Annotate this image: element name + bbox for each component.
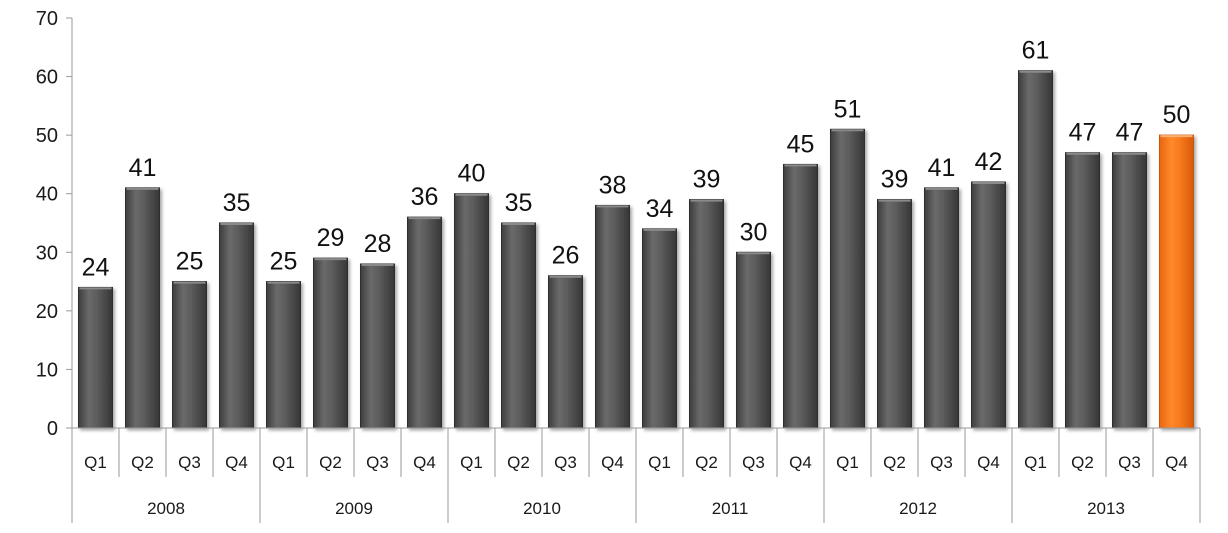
bar [407,216,442,429]
bar [877,199,912,429]
bar [971,181,1006,429]
bar [830,128,865,429]
x-tick-label-year: 2009 [335,499,373,518]
bar [783,163,818,429]
x-tick-label-quarter: Q4 [413,453,436,472]
bar [313,257,348,429]
y-tick-label: 0 [47,418,58,440]
x-tick-label-quarter: Q1 [836,453,859,472]
bar [78,286,113,429]
data-label: 34 [646,195,674,223]
data-label: 25 [270,248,298,276]
x-tick-label-quarter: Q4 [1165,453,1188,472]
y-tick-label: 20 [36,301,58,323]
data-label: 30 [740,218,768,246]
x-axis: Q1 Q2 Q3 Q4 Q1 Q2 Q3 Q4 Q1 Q2 Q3 Q4 Q1 Q2 Q3 Q4 Q1 Q2 Q3 Q4… [71,427,1201,523]
x-tick-label-quarter: Q1 [648,453,671,472]
x-tick-label-quarter: Q3 [366,453,389,472]
x-tick-label-year: 2011 [712,499,749,518]
x-tick-label-quarter: Q2 [1071,453,1094,472]
bars [78,70,1194,429]
y-tick-label: 30 [36,242,58,264]
data-label: 29 [317,224,345,252]
data-label: 35 [505,189,533,217]
x-tick-label-quarter: Q3 [554,453,577,472]
bar [266,281,301,429]
x-tick-label-quarter: Q3 [930,453,953,472]
y-tick-label: 60 [36,67,58,89]
data-label: 26 [552,242,580,270]
bar [125,187,160,429]
y-tick-label: 40 [36,184,58,206]
y-axis: 0 10 20 30 40 50 60 70 [36,8,73,440]
x-tick-label-quarter: Q4 [225,453,248,472]
data-label: 42 [975,148,1003,176]
data-label: 24 [82,253,110,281]
x-tick-label-year: 2008 [147,499,185,518]
y-tick-label: 50 [36,125,58,147]
data-label: 25 [176,248,204,276]
x-tick-label-quarter: Q1 [272,453,295,472]
bar [501,222,536,429]
bar [548,275,583,429]
data-label: 39 [693,166,721,194]
bar [595,204,630,429]
data-label: 41 [129,154,157,182]
y-tick-label: 10 [36,359,58,381]
x-tick-label-quarter: Q4 [977,453,1000,472]
bar [642,228,677,429]
x-tick-label-year: 2012 [899,499,937,518]
bar-highlighted [1159,134,1194,429]
bar [172,281,207,429]
data-label: 47 [1069,119,1097,147]
x-tick-label-quarter: Q3 [178,453,201,472]
x-tick-label-quarter: Q1 [1024,453,1047,472]
bar [924,187,959,429]
data-label: 47 [1116,119,1144,147]
bar [454,193,489,429]
x-tick-label-year: 2010 [523,499,561,518]
bar [736,251,771,429]
x-tick-label-quarter: Q3 [1118,453,1141,472]
data-label: 28 [364,230,392,258]
x-tick-label-quarter: Q4 [789,453,812,472]
y-tick-label: 70 [36,8,58,30]
data-labels: 24 41 25 35 25 29 28 36 40 35 26 38 34 39 30 45 51 39 41 42… [82,37,1191,282]
x-tick-label-quarter: Q2 [131,453,154,472]
data-label: 39 [881,166,909,194]
data-label: 38 [599,171,627,199]
data-label: 41 [928,154,956,182]
x-tick-label-quarter: Q2 [507,453,530,472]
data-label: 51 [834,95,862,123]
x-tick-label-quarter: Q3 [742,453,765,472]
x-tick-label-quarter: Q2 [883,453,906,472]
x-tick-label-quarter: Q4 [601,453,624,472]
bar [219,222,254,429]
bar [1018,70,1053,429]
bar [689,199,724,429]
bar [360,263,395,429]
data-label: 61 [1022,37,1050,65]
x-tick-label-quarter: Q2 [695,453,718,472]
data-label: 40 [458,160,486,188]
data-label: 45 [787,130,815,158]
data-label: 36 [411,183,439,211]
data-label: 50 [1163,101,1191,129]
x-tick-label-quarter: Q1 [84,453,107,472]
data-label: 35 [223,189,251,217]
bar [1112,152,1147,429]
x-tick-label-year: 2013 [1087,499,1125,518]
bar [1065,152,1100,429]
x-tick-label-quarter: Q1 [460,453,483,472]
x-tick-label-quarter: Q2 [319,453,342,472]
